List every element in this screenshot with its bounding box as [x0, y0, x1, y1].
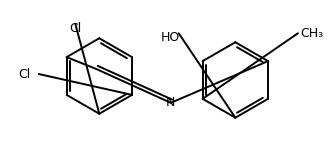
Text: N: N: [166, 96, 175, 109]
Text: CH₃: CH₃: [300, 27, 323, 40]
Text: HO: HO: [161, 31, 180, 44]
Text: Cl: Cl: [19, 67, 31, 81]
Text: Cl: Cl: [69, 22, 82, 35]
